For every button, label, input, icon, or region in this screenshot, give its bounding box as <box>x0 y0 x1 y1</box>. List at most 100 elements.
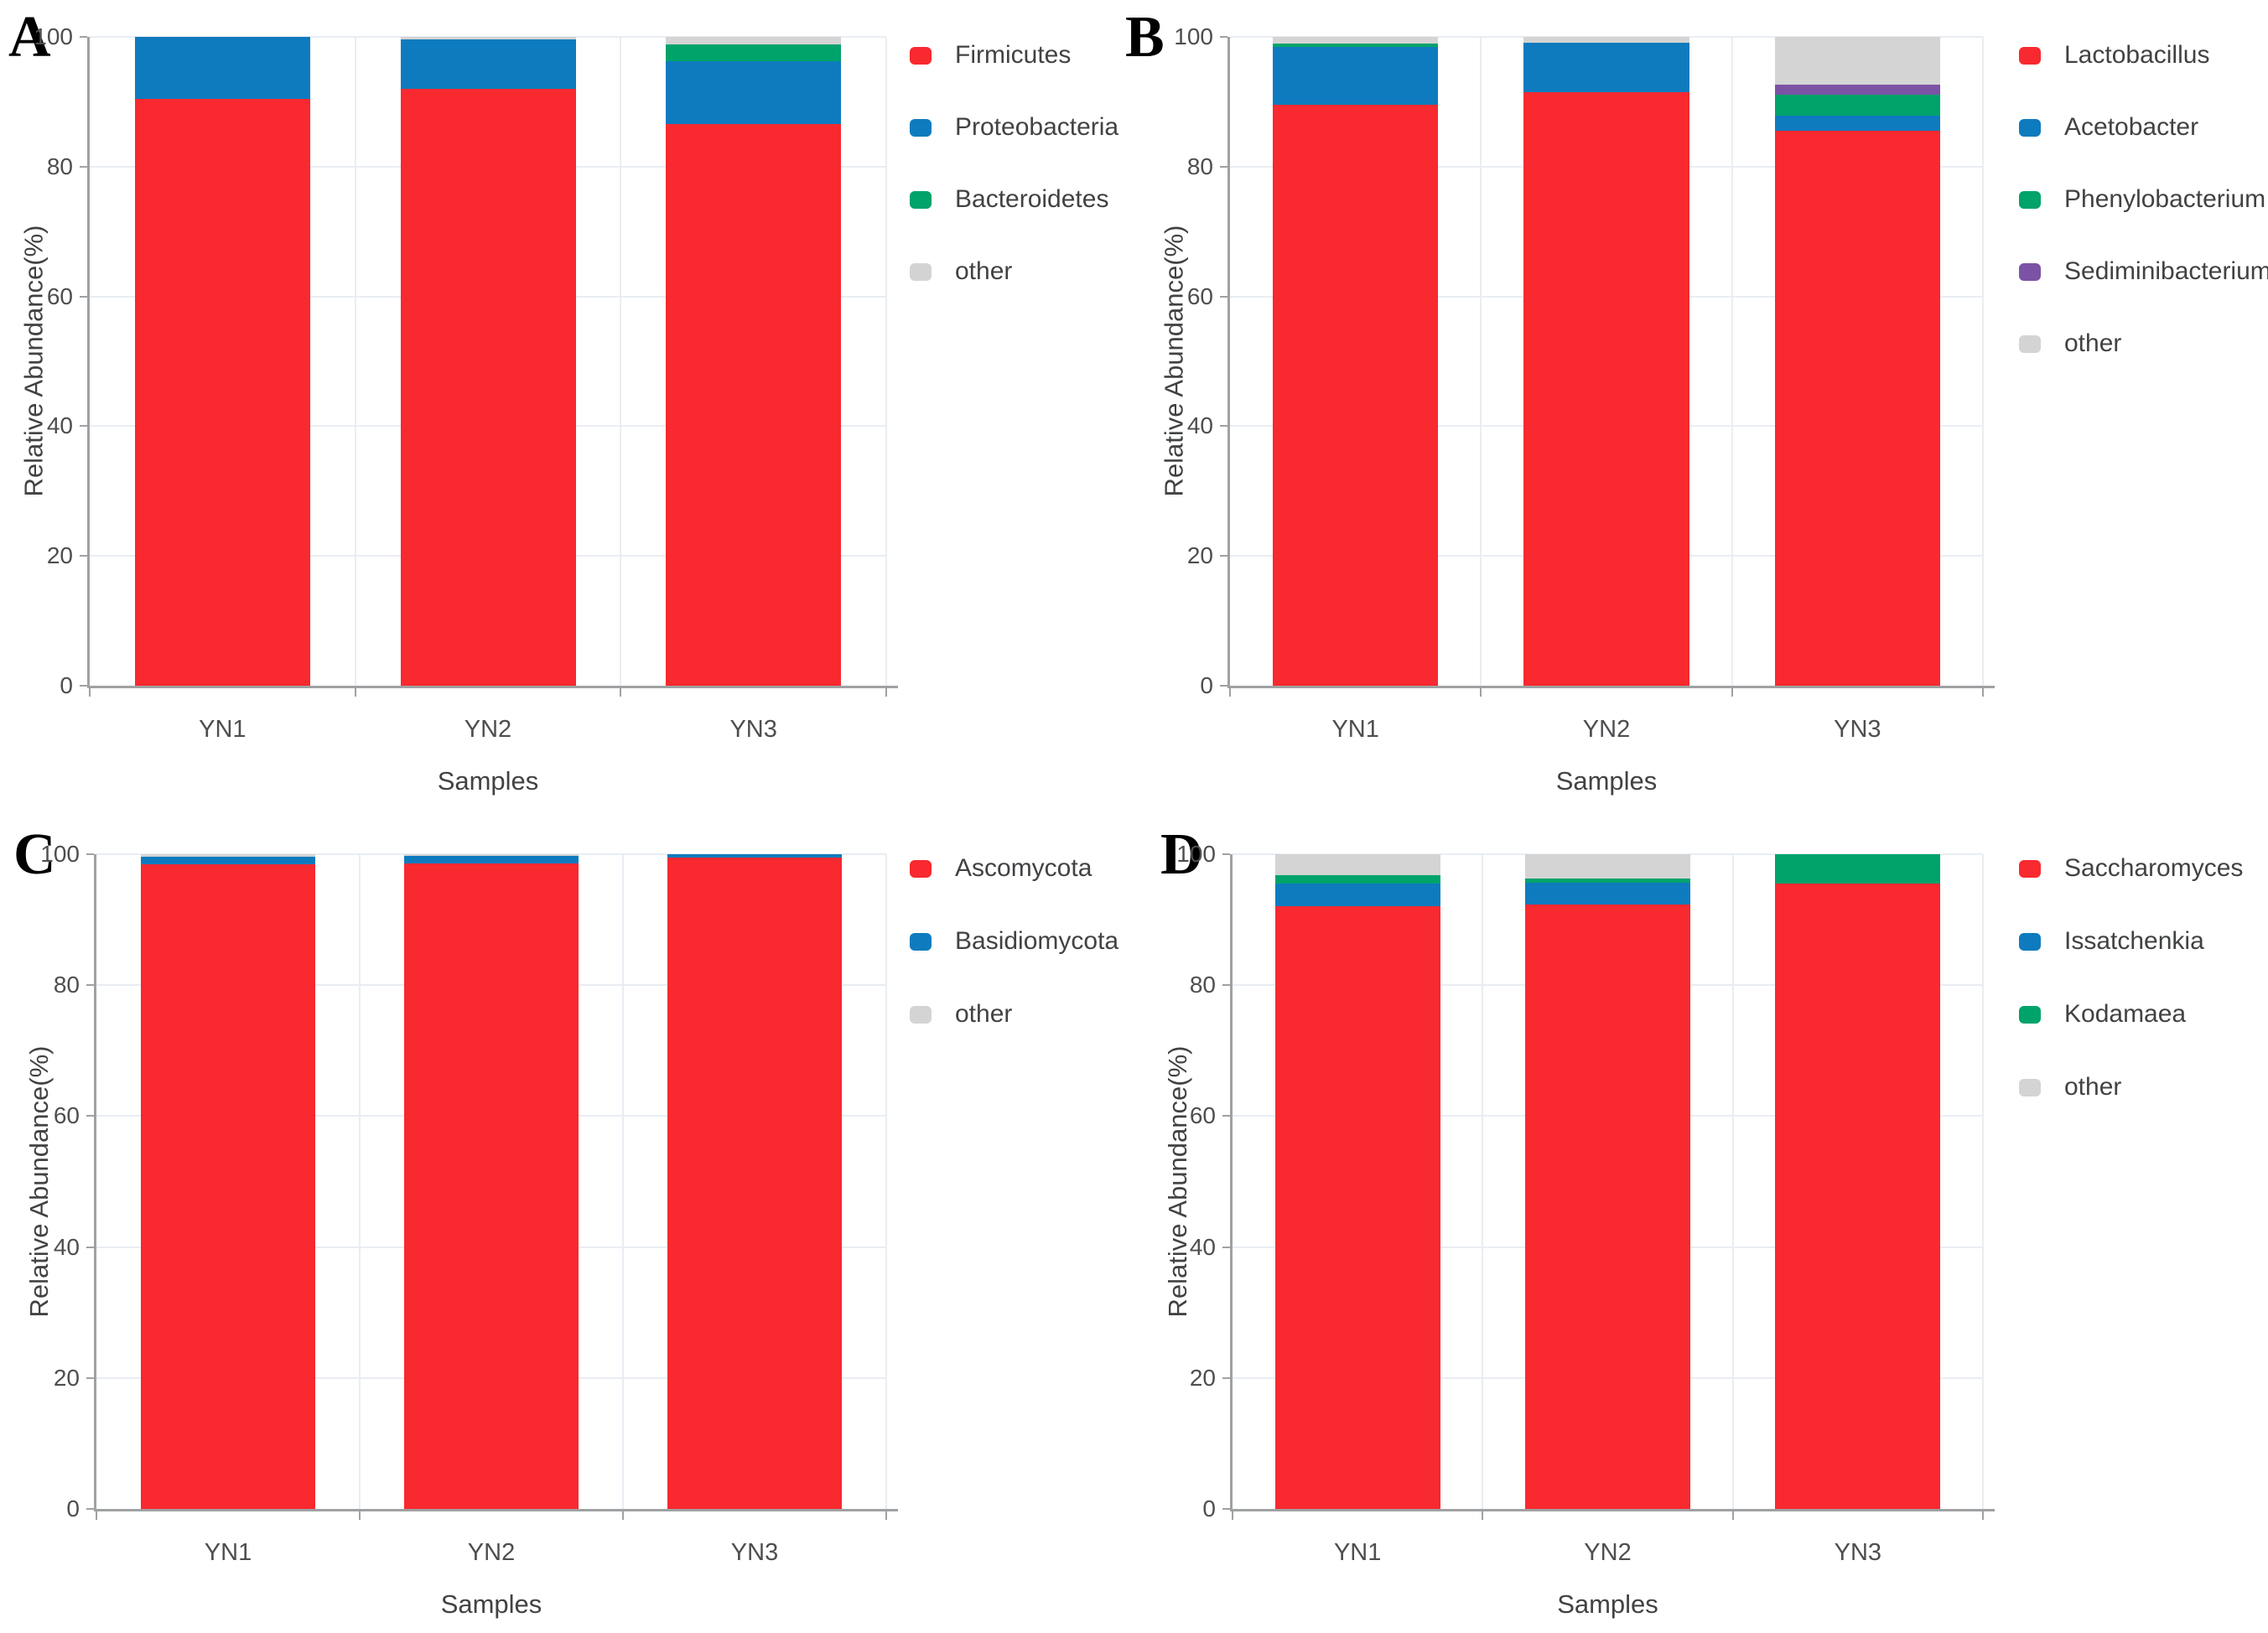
y-tick-label-80: 80 <box>1186 153 1213 179</box>
y-tick-20 <box>86 1376 94 1379</box>
y-tick-40 <box>1220 425 1227 428</box>
y-tick-label-80: 80 <box>53 972 80 998</box>
x-tick-0 <box>1229 688 1231 697</box>
x-category-label-yn2: YN2 <box>1584 1539 1632 1566</box>
y-tick-60 <box>86 1115 94 1117</box>
legend-label-lactobacillus: Lactobacillus <box>2064 41 2210 69</box>
x-tick-0 <box>96 1511 97 1520</box>
x-axis-line <box>1227 686 1995 688</box>
y-tick-label-60: 60 <box>53 1102 80 1129</box>
bar-segment-kodamaea-yn3 <box>1775 854 1941 884</box>
legend-label-firmicutes: Firmicutes <box>955 41 1072 69</box>
y-tick-label-40: 40 <box>46 412 73 439</box>
bar-segment-lactobacillus-yn2 <box>1523 91 1689 686</box>
legend-label-sediminibacterium: Sediminibacterium <box>2064 257 2268 285</box>
legend-swatch-other <box>2019 334 2041 353</box>
y-axis-line <box>1230 854 1233 1511</box>
legend-label-other: other <box>2064 329 2122 357</box>
legend-item-other: other <box>910 1002 1012 1027</box>
panel-label-B: B <box>1125 5 1165 70</box>
y-axis-title: Relative Abundance(%) <box>1162 1045 1192 1317</box>
y-tick-80 <box>1222 984 1230 987</box>
gridline-x2 <box>620 37 622 686</box>
x-axis-line <box>94 1509 898 1511</box>
legend-swatch-saccharomyces <box>2019 859 2041 878</box>
legend-item-kodamaea: Kodamaea <box>2019 1002 2186 1027</box>
x-tick-3 <box>1982 688 1984 697</box>
legend-label-proteobacteria: Proteobacteria <box>955 113 1119 141</box>
legend-swatch-other <box>910 262 932 281</box>
bar-segment-lactobacillus-yn1 <box>1272 105 1439 686</box>
x-tick-2 <box>1731 1511 1734 1520</box>
x-tick-0 <box>89 688 91 697</box>
y-tick-label-40: 40 <box>1186 412 1213 439</box>
y-tick-0 <box>80 685 87 687</box>
y-tick-label-0: 0 <box>60 672 73 698</box>
bar-segment-other-yn2 <box>1523 37 1689 43</box>
bar-segment-issatchenkia-yn2 <box>1525 882 1690 905</box>
y-tick-40 <box>1222 1246 1230 1248</box>
x-axis-title: Samples <box>440 1589 542 1619</box>
x-tick-1 <box>359 1511 361 1520</box>
bar-segment-proteobacteria-yn1 <box>134 37 310 99</box>
y-tick-100 <box>80 36 87 38</box>
x-tick-1 <box>1480 688 1482 697</box>
x-category-label-yn1: YN1 <box>1333 1539 1382 1566</box>
bar-segment-bacteroidetes-yn3 <box>666 44 842 62</box>
legend-item-proteobacteria: Proteobacteria <box>910 115 1118 140</box>
panel-label-A: A <box>8 5 51 70</box>
x-category-label-yn1: YN1 <box>1331 716 1379 743</box>
legend-swatch-sediminibacterium <box>2019 262 2041 281</box>
x-category-label-yn1: YN1 <box>204 1539 252 1566</box>
legend-swatch-issatchenkia <box>2019 932 2041 951</box>
legend-label-phenylobacterium: Phenylobacterium <box>2064 185 2266 213</box>
bar-segment-other-yn3 <box>1774 37 1941 86</box>
x-axis-line <box>1230 1509 1995 1511</box>
legend-item-phenylobacterium: Phenylobacterium <box>2019 187 2265 212</box>
y-tick-100 <box>1222 853 1230 855</box>
x-tick-2 <box>620 688 622 697</box>
legend-swatch-ascomycota <box>910 859 932 878</box>
bar-segment-phenylobacterium-yn3 <box>1774 94 1941 117</box>
legend-swatch-proteobacteria <box>910 118 932 137</box>
legend-label-basidiomycota: Basidiomycota <box>955 927 1119 955</box>
x-category-label-yn2: YN2 <box>464 716 512 743</box>
y-tick-label-100: 100 <box>1176 841 1216 867</box>
x-axis-title: Samples <box>1557 1589 1658 1619</box>
legend-label-kodamaea: Kodamaea <box>2064 1000 2187 1028</box>
y-tick-label-100: 100 <box>34 23 73 49</box>
y-tick-60 <box>1222 1115 1230 1117</box>
bar-segment-issatchenkia-yn1 <box>1274 884 1440 907</box>
legend-swatch-basidiomycota <box>910 932 932 951</box>
panel-label-C: C <box>13 822 56 887</box>
x-axis-title: Samples <box>437 766 539 796</box>
x-category-label-yn3: YN3 <box>730 1539 779 1566</box>
bar-segment-acetobacter-yn1 <box>1272 46 1439 106</box>
legend-label-other: other <box>2064 1073 2122 1101</box>
bar-segment-proteobacteria-yn3 <box>666 61 842 125</box>
x-tick-3 <box>885 688 887 697</box>
y-tick-label-60: 60 <box>1189 1102 1216 1129</box>
bar-segment-lactobacillus-yn3 <box>1774 131 1941 686</box>
legend-swatch-lactobacillus <box>2019 46 2041 65</box>
y-tick-0 <box>86 1508 94 1510</box>
gridline-x1 <box>1482 854 1484 1509</box>
legend-swatch-firmicutes <box>910 46 932 65</box>
bar-segment-saccharomyces-yn1 <box>1274 906 1440 1509</box>
legend-item-basidiomycota: Basidiomycota <box>910 929 1118 954</box>
panel-label-D: D <box>1160 822 1203 887</box>
gridline-x3 <box>885 854 887 1509</box>
x-category-label-yn3: YN3 <box>1834 716 1881 743</box>
legend-swatch-other <box>910 1005 932 1024</box>
bar-segment-other-yn2 <box>400 37 576 40</box>
bar-segment-kodamaea-yn2 <box>1525 878 1690 883</box>
y-tick-label-0: 0 <box>1202 1496 1216 1522</box>
legend-label-issatchenkia: Issatchenkia <box>2064 927 2204 955</box>
gridline-x1 <box>354 37 356 686</box>
bar-segment-acetobacter-yn3 <box>1774 116 1941 132</box>
x-tick-3 <box>885 1511 887 1520</box>
legend-item-bacteroidetes: Bacteroidetes <box>910 187 1108 212</box>
bar-segment-basidiomycota-yn1 <box>141 857 315 865</box>
legend-label-saccharomyces: Saccharomyces <box>2064 854 2244 882</box>
